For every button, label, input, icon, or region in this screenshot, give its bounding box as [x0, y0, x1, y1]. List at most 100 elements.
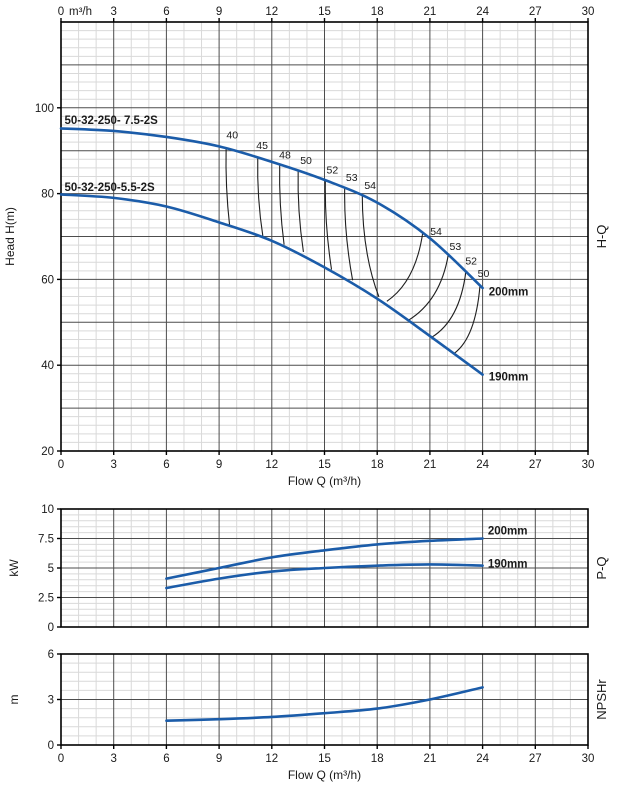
svg-text:0: 0 — [48, 740, 54, 752]
pq-y-tick-labels: 0 2.5 5 7.5 10 — [38, 504, 61, 634]
svg-text:27: 27 — [529, 459, 542, 471]
svg-text:12: 12 — [265, 753, 278, 765]
svg-text:6: 6 — [163, 459, 169, 471]
efficiency-label-52-4: 52 — [327, 164, 339, 176]
pq-y-axis-title: kW — [7, 559, 21, 577]
svg-text:27: 27 — [529, 6, 542, 18]
hq-top-tick-labels: 0 3 6 9 12 15 18 21 24 27 30 m³/h — [58, 6, 595, 22]
hq-right-label: H-Q — [594, 225, 609, 249]
efficiency-line-50-10 — [454, 285, 481, 354]
npsh-x-tick-labels: 0 3 6 9 12 15 18 21 24 27 30 — [58, 745, 595, 765]
pq-curve-200mm — [165, 537, 484, 580]
svg-text:60: 60 — [41, 274, 54, 286]
svg-text:6: 6 — [48, 649, 54, 661]
efficiency-label-54-6: 54 — [364, 180, 376, 192]
efficiency-line-52-9 — [431, 271, 467, 338]
svg-text:3: 3 — [110, 459, 116, 471]
efficiency-line-50-3 — [297, 170, 304, 253]
hq-curve-200mm — [59, 127, 484, 290]
svg-text:3: 3 — [110, 753, 116, 765]
svg-text:6: 6 — [163, 753, 169, 765]
hq-annotation-3: 190mm — [489, 372, 529, 384]
svg-text:30: 30 — [582, 753, 595, 765]
svg-text:7.5: 7.5 — [38, 534, 54, 546]
pq-curve-190mm — [165, 563, 484, 590]
svg-text:30: 30 — [582, 459, 595, 471]
svg-text:9: 9 — [216, 753, 222, 765]
hq-y-axis-title: Head H(m) — [3, 207, 17, 266]
svg-text:15: 15 — [318, 459, 331, 471]
npsh-y-axis-title: m — [7, 695, 21, 705]
svg-text:27: 27 — [529, 753, 542, 765]
efficiency-line-53-5 — [344, 187, 354, 281]
svg-text:18: 18 — [371, 459, 384, 471]
svg-text:0: 0 — [58, 753, 64, 765]
svg-text:100: 100 — [35, 103, 54, 115]
svg-text:15: 15 — [318, 753, 331, 765]
efficiency-label-48-2: 48 — [279, 149, 291, 161]
svg-text:6: 6 — [163, 6, 169, 18]
svg-text:30: 30 — [582, 6, 595, 18]
pq-annotation-1: 190mm — [488, 558, 528, 570]
hq-grid-major — [60, 21, 589, 452]
npsh-right-label: NPSHr — [594, 679, 609, 720]
efficiency-label-45-1: 45 — [256, 140, 268, 152]
svg-text:80: 80 — [41, 189, 54, 201]
svg-text:15: 15 — [318, 6, 331, 18]
svg-text:21: 21 — [424, 459, 437, 471]
efficiency-label-53-8: 53 — [450, 241, 462, 253]
svg-text:24: 24 — [476, 459, 489, 471]
svg-text:21: 21 — [424, 6, 437, 18]
svg-text:18: 18 — [371, 753, 384, 765]
svg-text:24: 24 — [476, 753, 489, 765]
efficiency-line-54-6 — [361, 194, 380, 298]
efficiency-label-54-7: 54 — [430, 226, 442, 238]
efficiency-label-53-5: 53 — [346, 172, 358, 184]
svg-text:9: 9 — [216, 459, 222, 471]
efficiency-line-45-1 — [257, 157, 264, 238]
pq-annotation-0: 200mm — [488, 525, 528, 537]
hq-x-tick-labels: 0 3 6 9 12 15 18 21 24 27 30 — [58, 451, 595, 471]
hq-annotation-0: 50-32-250- 7.5-2S — [65, 115, 159, 127]
efficiency-line-53-8 — [407, 254, 449, 322]
svg-text:20: 20 — [41, 446, 54, 458]
hq-y-tick-labels: 20 40 60 80 100 — [35, 103, 61, 458]
npsh-y-tick-labels: 0 3 6 — [48, 649, 61, 752]
efficiency-label-50-10: 50 — [478, 268, 490, 280]
svg-text:9: 9 — [216, 6, 222, 18]
pq-right-label: P-Q — [594, 556, 609, 579]
npsh-curve-NPSHr — [165, 686, 484, 723]
efficiency-line-48-2 — [279, 164, 285, 245]
efficiency-label-50-3: 50 — [300, 155, 312, 167]
svg-text:5: 5 — [48, 563, 54, 575]
hq-chart: 0 3 6 9 12 15 18 21 24 27 30 0 3 6 9 12 15 18 21 24 27 30 m³/h… — [3, 6, 609, 488]
hq-annotation-2: 200mm — [489, 287, 529, 299]
svg-text:10: 10 — [41, 504, 54, 516]
svg-text:0: 0 — [58, 459, 64, 471]
svg-text:18: 18 — [371, 6, 384, 18]
svg-text:12: 12 — [265, 6, 278, 18]
hq-x-axis-title: Flow Q (m³/h) — [288, 474, 361, 488]
svg-text:12: 12 — [265, 459, 278, 471]
hq-top-axis-unit: m³/h — [69, 6, 92, 18]
efficiency-line-52-4 — [324, 179, 333, 270]
svg-text:2.5: 2.5 — [38, 593, 54, 605]
efficiency-line-54-7 — [386, 231, 424, 302]
npsh-chart: 0 3 6 9 12 15 18 21 24 27 30 0 3 6 Flow Q (m³/h) m NPSHr — [7, 649, 609, 782]
hq-curve-190mm — [59, 193, 484, 376]
efficiency-label-52-9: 52 — [465, 255, 477, 267]
svg-text:0: 0 — [58, 6, 64, 18]
svg-text:21: 21 — [424, 753, 437, 765]
pq-chart: 0 2.5 5 7.5 10 200mm 190mm kW P-Q — [7, 504, 609, 634]
svg-text:0: 0 — [48, 622, 54, 634]
npsh-grid-major — [60, 653, 589, 746]
hq-annotation-1: 50-32-250-5.5-2S — [65, 182, 155, 194]
svg-text:3: 3 — [48, 695, 54, 707]
svg-text:3: 3 — [110, 6, 116, 18]
npsh-x-axis-title: Flow Q (m³/h) — [288, 768, 361, 782]
svg-text:40: 40 — [41, 360, 54, 372]
svg-text:24: 24 — [476, 6, 489, 18]
efficiency-label-40-0: 40 — [226, 130, 238, 142]
